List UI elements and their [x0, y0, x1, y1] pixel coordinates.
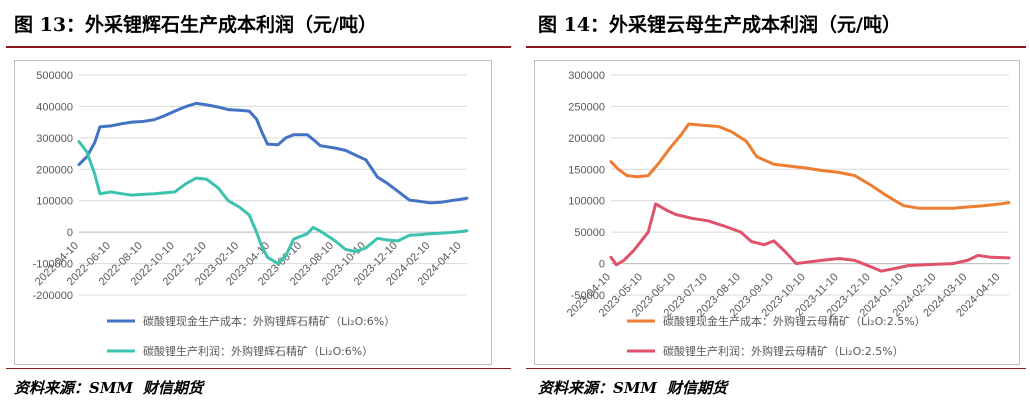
y-tick-label: 500000	[36, 70, 73, 82]
legend-label: 碳酸锂现金生产成本：外购锂辉石精矿（Li₂O:6%）	[143, 314, 395, 328]
y-tick-label: 300000	[36, 133, 73, 145]
title-divider	[526, 46, 1026, 48]
y-tick-label: 150000	[568, 164, 605, 176]
chart-area: -200000 -100000 0 100000 200000 300000 400000 5…	[14, 60, 492, 365]
y-tick-label: -200000	[33, 290, 73, 302]
title-divider	[6, 46, 511, 48]
y-tick-label: -50000	[571, 290, 605, 302]
series-line	[609, 202, 1011, 273]
y-tick-label: 200000	[36, 164, 73, 176]
line-chart: -50000 0 50000 100000 150000 200000 250000 3000…	[565, 70, 1011, 358]
series-line	[77, 101, 469, 205]
y-tick-label: 300000	[568, 70, 605, 82]
figure-14-panel: 图 14：外采锂云母生产成本利润（元/吨） -50000 0 50000 100000…	[520, 0, 1030, 403]
figure-title: 图 13：外采锂辉石生产成本利润（元/吨）	[14, 14, 377, 36]
source-text: 资料来源：SMM	[538, 379, 658, 397]
source-divider	[6, 368, 511, 369]
source-note: 资料来源：SMM 财信期货	[14, 377, 203, 398]
figure-13-panel: 图 13：外采锂辉石生产成本利润（元/吨） -200000 -100000 0 100…	[6, 14, 511, 398]
legend-label: 碳酸锂生产利润：外购锂云母精矿（Li₂O:2.5%）	[663, 344, 904, 358]
line-chart: -200000 -100000 0 100000 200000 300000 400000 5…	[33, 70, 469, 358]
y-tick-label: 50000	[574, 227, 605, 239]
source-org: 财信期货	[143, 379, 204, 397]
chart-area: -50000 0 50000 100000 150000 200000 250000 3000…	[534, 60, 1020, 365]
y-tick-label: 0	[67, 227, 73, 239]
y-tick-label: 100000	[36, 196, 73, 208]
y-tick-label: 100000	[568, 196, 605, 208]
y-tick-label: -100000	[33, 259, 73, 271]
source-text: 资料来源：SMM	[14, 379, 134, 397]
series-line	[609, 122, 1011, 210]
series-line	[77, 140, 469, 266]
figure-title: 图 14：外采锂云母生产成本利润（元/吨）	[538, 14, 901, 36]
source-note: 资料来源：SMM 财信期货	[538, 377, 727, 398]
source-org: 财信期货	[667, 379, 728, 397]
legend-label: 碳酸锂现金生产成本：外购锂云母精矿（Li₂O:2.5%）	[663, 314, 926, 328]
y-tick-label: 200000	[568, 133, 605, 145]
source-divider	[526, 368, 1026, 369]
y-tick-label: 0	[599, 259, 605, 271]
y-tick-label: 250000	[568, 101, 605, 113]
legend-label: 碳酸锂生产利润：外购锂辉石精矿（Li₂O:6%）	[143, 344, 373, 358]
y-tick-label: 400000	[36, 101, 73, 113]
